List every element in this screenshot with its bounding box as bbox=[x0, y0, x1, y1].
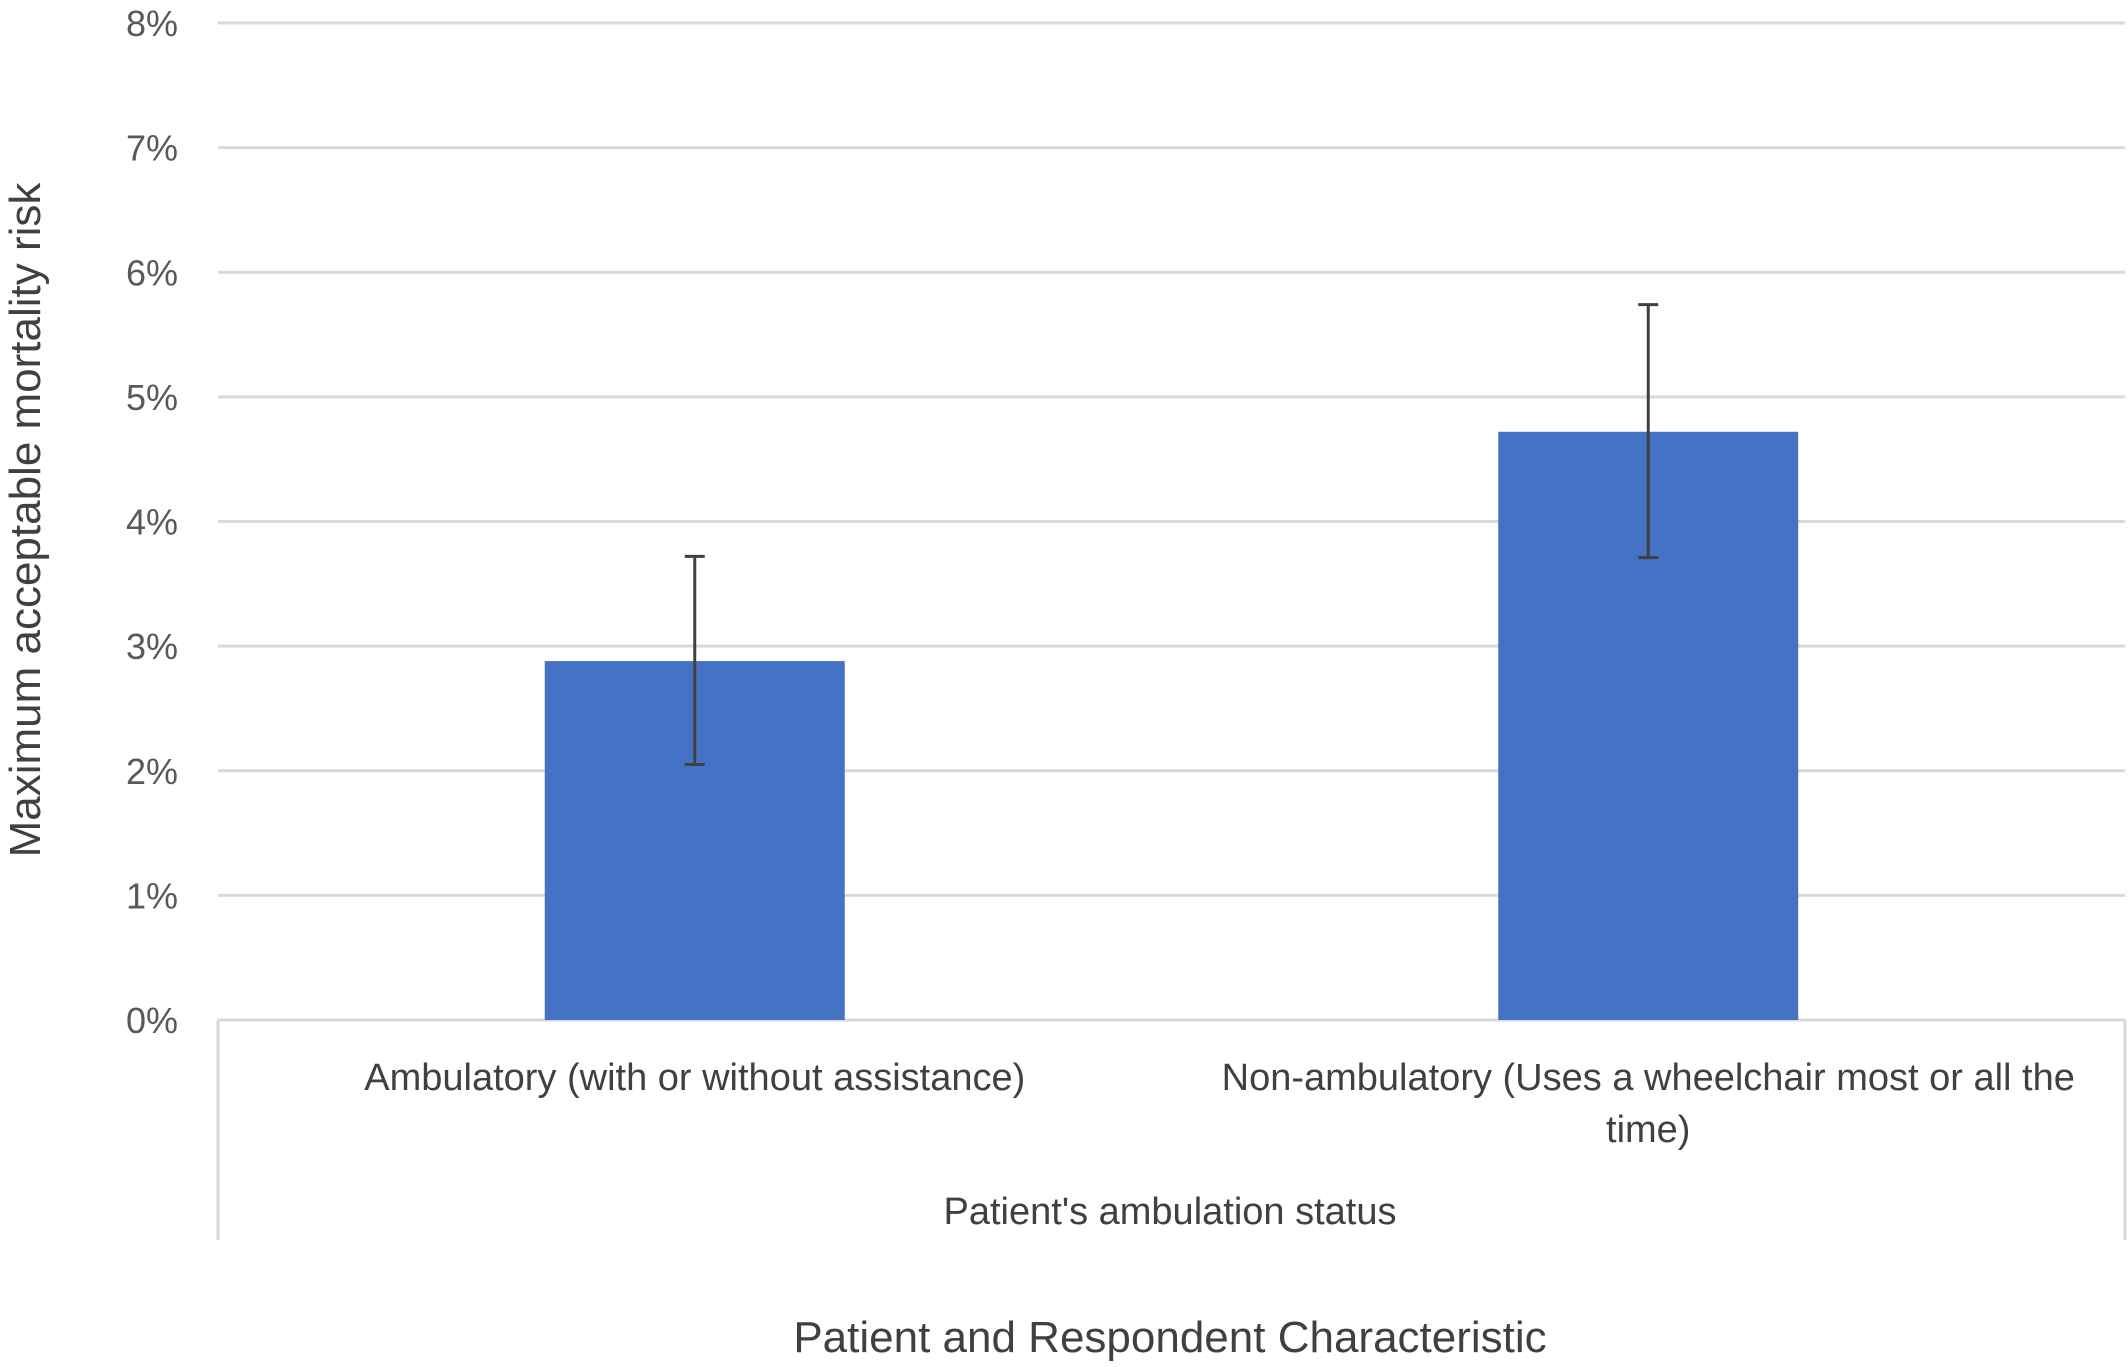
group-label: Patient's ambulation status bbox=[944, 1191, 1397, 1233]
y-tick-label: 5% bbox=[126, 377, 178, 418]
x-axis-title: Patient and Respondent Characteristic bbox=[793, 1313, 1546, 1362]
category-label: time) bbox=[1606, 1109, 1690, 1151]
y-tick-label: 0% bbox=[126, 1000, 178, 1041]
error-bars bbox=[684, 303, 1659, 767]
gridlines bbox=[218, 21, 2125, 1022]
y-axis-title: Maximum acceptable mortality risk bbox=[1, 182, 50, 858]
y-tick-label: 4% bbox=[126, 502, 178, 543]
y-tick-labels: 0% 1% 2% 3% 4% 5% 6% 7% 8% bbox=[126, 3, 178, 1041]
y-tick-label: 1% bbox=[126, 875, 178, 916]
y-tick-label: 8% bbox=[126, 3, 178, 44]
category-label: Non-ambulatory (Uses a wheelchair most o… bbox=[1222, 1057, 2075, 1099]
category-axis-frame bbox=[216, 1020, 2127, 1240]
y-tick-label: 7% bbox=[126, 128, 178, 169]
category-labels: Ambulatory (with or without assistance) N… bbox=[364, 1057, 2075, 1151]
y-tick-label: 2% bbox=[126, 751, 178, 792]
y-tick-label: 3% bbox=[126, 626, 178, 667]
y-tick-label: 6% bbox=[126, 252, 178, 293]
category-label: Ambulatory (with or without assistance) bbox=[364, 1057, 1025, 1099]
